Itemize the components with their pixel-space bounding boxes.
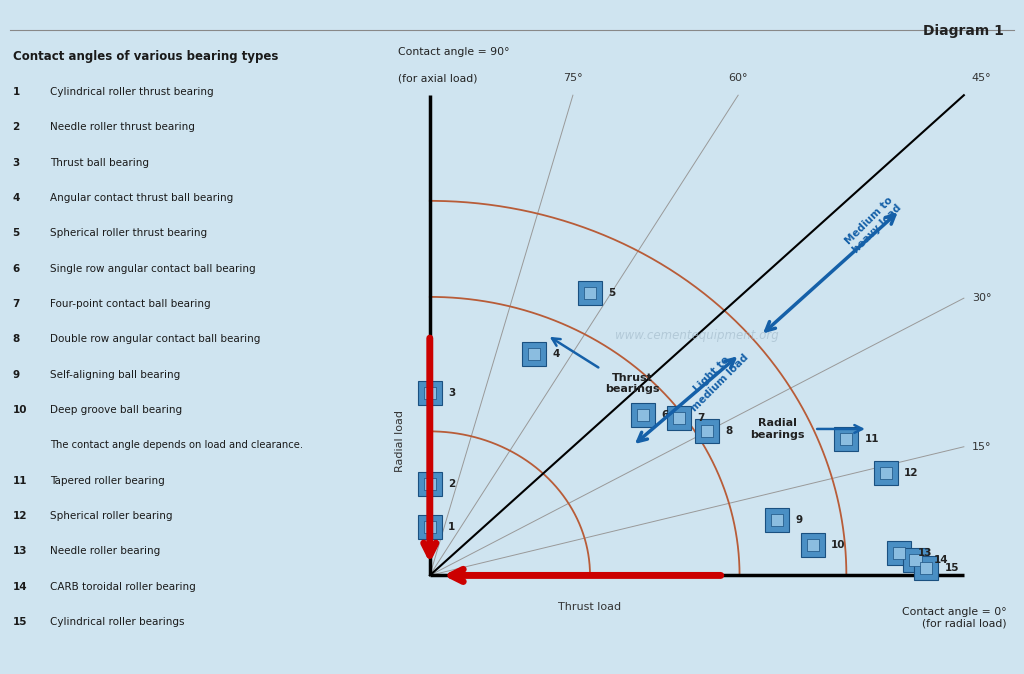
Bar (801, 533, 825, 557)
Bar (673, 412, 685, 425)
Text: 15: 15 (945, 563, 959, 573)
Text: Contact angles of various bearing types: Contact angles of various bearing types (12, 50, 278, 63)
Text: Medium to
heavy load: Medium to heavy load (843, 195, 903, 255)
Bar (631, 403, 654, 427)
Text: Thrust ball bearing: Thrust ball bearing (50, 158, 148, 168)
Text: Cylindrical roller bearings: Cylindrical roller bearings (50, 617, 184, 627)
Text: Tapered roller bearing: Tapered roller bearing (50, 476, 165, 486)
Bar (522, 342, 546, 367)
Text: 10: 10 (12, 405, 27, 415)
Bar (418, 472, 441, 496)
Text: 7: 7 (12, 299, 20, 309)
Text: Four-point contact ball bearing: Four-point contact ball bearing (50, 299, 211, 309)
Text: 11: 11 (12, 476, 27, 486)
Text: 14: 14 (934, 555, 948, 565)
Bar (807, 539, 819, 551)
Text: 30°: 30° (972, 293, 991, 303)
Text: 3: 3 (12, 158, 19, 168)
Bar (668, 406, 691, 431)
Text: 13: 13 (918, 549, 932, 558)
Bar (841, 433, 852, 445)
Bar (771, 514, 783, 526)
Text: 5: 5 (12, 228, 19, 239)
Text: Contact angle = 0°: Contact angle = 0° (902, 607, 1007, 617)
Text: 9: 9 (12, 370, 19, 379)
Text: 1: 1 (449, 522, 456, 532)
Bar (835, 427, 858, 451)
Bar (637, 409, 648, 421)
Text: 5: 5 (608, 288, 615, 298)
Bar (921, 561, 933, 574)
Text: 10: 10 (831, 541, 846, 550)
Bar (418, 516, 441, 539)
Bar (887, 541, 911, 565)
Text: 7: 7 (697, 413, 705, 423)
Text: 3: 3 (449, 388, 456, 398)
Text: Radial
bearings: Radial bearings (750, 418, 804, 439)
Text: 11: 11 (864, 434, 880, 444)
Text: Deep groove ball bearing: Deep groove ball bearing (50, 405, 182, 415)
Bar (701, 425, 714, 437)
Text: 2: 2 (449, 479, 456, 489)
Bar (424, 478, 436, 490)
Text: www.cementequipment.org: www.cementequipment.org (615, 329, 778, 342)
Text: 12: 12 (12, 511, 27, 521)
Text: 4: 4 (12, 193, 20, 203)
Text: 15°: 15° (972, 441, 991, 452)
Text: 15: 15 (12, 617, 27, 627)
Text: Cylindrical roller thrust bearing: Cylindrical roller thrust bearing (50, 87, 214, 97)
Text: 4: 4 (553, 349, 560, 359)
Text: 13: 13 (12, 547, 27, 557)
Text: Double row angular contact ball bearing: Double row angular contact ball bearing (50, 334, 260, 344)
Text: 9: 9 (796, 516, 803, 526)
Text: Needle roller bearing: Needle roller bearing (50, 547, 160, 557)
Bar (914, 555, 938, 580)
Text: Single row angular contact ball bearing: Single row angular contact ball bearing (50, 264, 256, 274)
Text: (for axial load): (for axial load) (397, 73, 477, 83)
Text: 6: 6 (660, 410, 669, 420)
Bar (765, 508, 788, 532)
Text: Self-aligning ball bearing: Self-aligning ball bearing (50, 370, 180, 379)
Text: (for radial load): (for radial load) (922, 619, 1007, 629)
Text: 12: 12 (904, 468, 919, 478)
Bar (578, 281, 602, 305)
Text: 8: 8 (12, 334, 19, 344)
Bar (528, 348, 540, 361)
Text: 45°: 45° (972, 73, 991, 83)
Text: Diagram 1: Diagram 1 (923, 24, 1004, 38)
Text: Thrust load: Thrust load (558, 602, 622, 612)
Text: 2: 2 (12, 122, 19, 132)
Bar (909, 554, 922, 566)
Text: 1: 1 (12, 87, 19, 97)
Text: The contact angle depends on load and clearance.: The contact angle depends on load and cl… (50, 440, 303, 450)
Text: 75°: 75° (563, 73, 583, 83)
Bar (893, 547, 905, 559)
Text: Light to
medium load: Light to medium load (681, 344, 751, 413)
Text: Spherical roller bearing: Spherical roller bearing (50, 511, 172, 521)
Text: Thrust
bearings: Thrust bearings (605, 373, 660, 394)
Bar (695, 419, 719, 443)
Text: Angular contact thrust ball bearing: Angular contact thrust ball bearing (50, 193, 233, 203)
Text: CARB toroidal roller bearing: CARB toroidal roller bearing (50, 582, 196, 592)
Bar (880, 467, 892, 479)
Bar (584, 287, 596, 299)
Text: 60°: 60° (728, 73, 748, 83)
Bar (903, 548, 928, 572)
Bar (424, 387, 436, 399)
Bar (424, 522, 436, 533)
Text: 6: 6 (12, 264, 19, 274)
Text: 8: 8 (726, 427, 733, 436)
Text: Radial load: Radial load (395, 410, 406, 472)
Bar (418, 381, 441, 405)
Bar (873, 461, 898, 485)
Text: Needle roller thrust bearing: Needle roller thrust bearing (50, 122, 195, 132)
Text: 14: 14 (12, 582, 28, 592)
Text: Contact angle = 90°: Contact angle = 90° (397, 47, 509, 57)
Text: Spherical roller thrust bearing: Spherical roller thrust bearing (50, 228, 207, 239)
